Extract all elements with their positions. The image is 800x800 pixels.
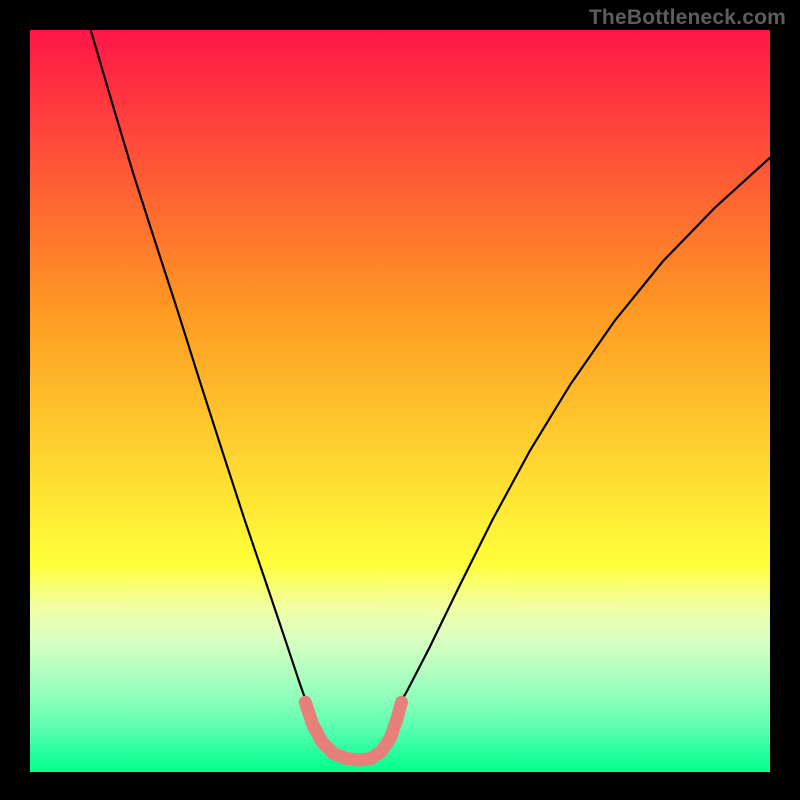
curve-right (393, 158, 770, 716)
curve-left (91, 30, 312, 716)
plot-area (30, 30, 770, 772)
valley-marker (305, 702, 401, 760)
watermark-text: TheBottleneck.com (589, 6, 786, 30)
chart-canvas: TheBottleneck.com (0, 0, 800, 800)
curves-layer (30, 30, 770, 772)
